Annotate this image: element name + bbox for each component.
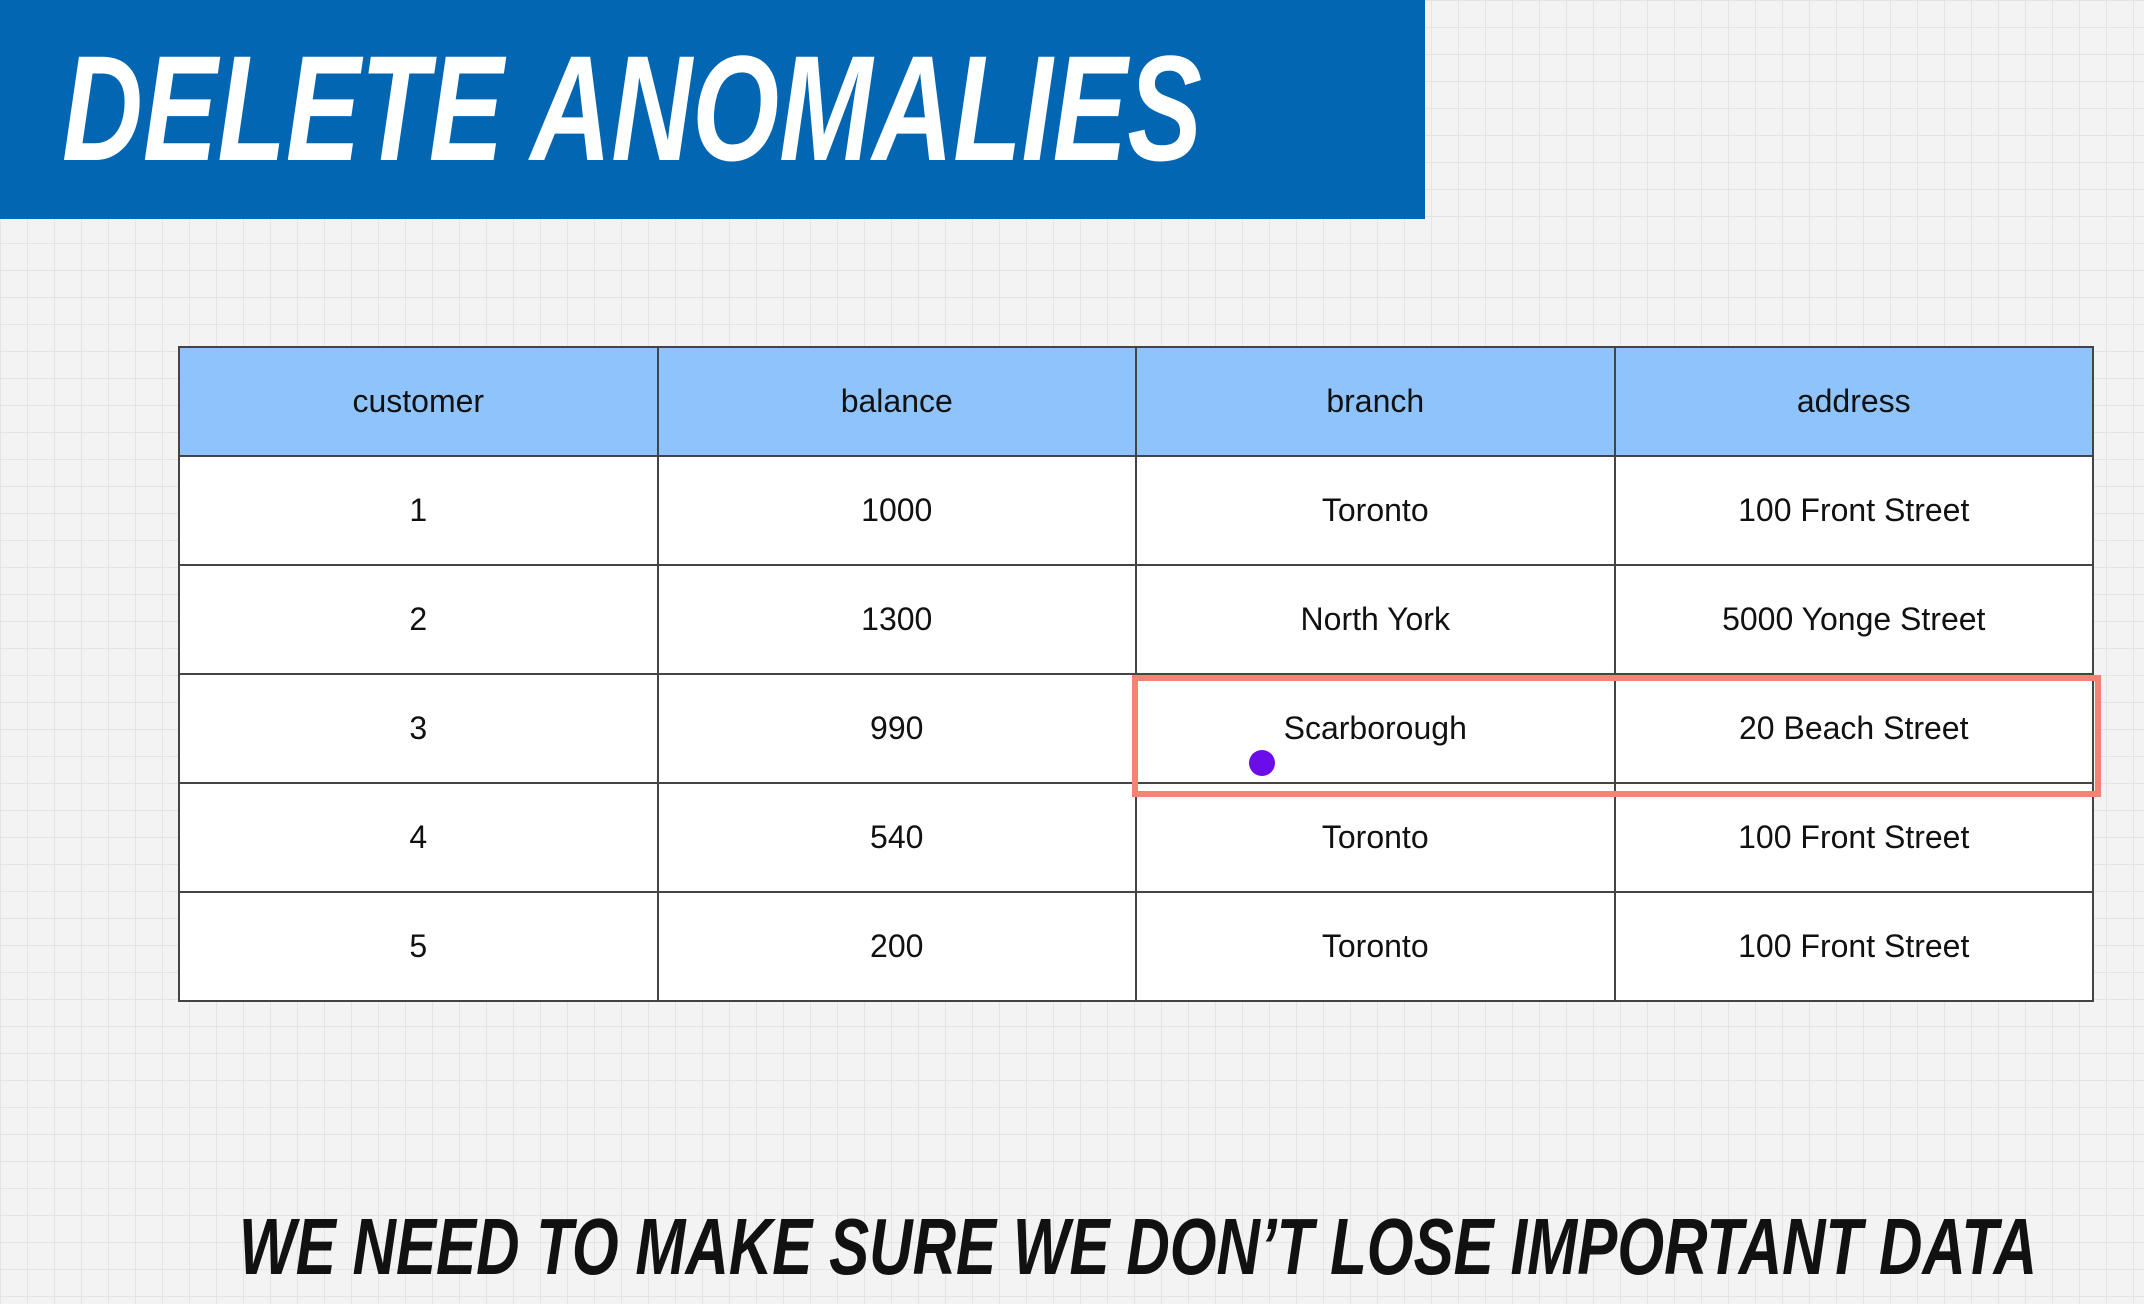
- title-banner: [0, 0, 1425, 219]
- table-row: 3 990 Scarborough 20 Beach Street: [178, 673, 2094, 784]
- table-row: 4 540 Toronto 100 Front Street: [178, 782, 2094, 893]
- header-row: customer balance branch address: [178, 346, 2094, 457]
- table-cell: Toronto: [1135, 891, 1616, 1002]
- table-cell: 1: [178, 455, 659, 566]
- table-row: 2 1300 North York 5000 Yonge Street: [178, 564, 2094, 675]
- slide-title: DELETE ANOMALIES: [62, 24, 1202, 192]
- footer-area: WE NEED TO MAKE SURE WE DON’T LOSE IMPOR…: [239, 1202, 2037, 1290]
- table-cell: 540: [656, 782, 1137, 893]
- title-area: DELETE ANOMALIES: [62, 24, 1202, 192]
- table-cell: Scarborough: [1135, 673, 1616, 784]
- table-cell: 3: [178, 673, 659, 784]
- footer-text: WE NEED TO MAKE SURE WE DON’T LOSE IMPOR…: [239, 1202, 2037, 1290]
- column-header: branch: [1135, 346, 1616, 457]
- table-cell: 1000: [656, 455, 1137, 566]
- table-cell: 100 Front Street: [1613, 455, 2094, 566]
- column-header: address: [1613, 346, 2094, 457]
- table-cell: North York: [1135, 564, 1616, 675]
- table-cell: 5000 Yonge Street: [1613, 564, 2094, 675]
- table-cell: 990: [656, 673, 1137, 784]
- table-cell: 200: [656, 891, 1137, 1002]
- table-cell: 100 Front Street: [1613, 891, 2094, 1002]
- data-table: customer balance branch address 1 1000 Toront…: [178, 346, 2094, 1002]
- table-body: 1 1000 Toronto 100 Front Street 2 1300 North Y…: [178, 455, 2094, 1002]
- table-row: 1 1000 Toronto 100 Front Street: [178, 455, 2094, 566]
- table-cell: 100 Front Street: [1613, 782, 2094, 893]
- table-cell: 5: [178, 891, 659, 1002]
- table-row: 5 200 Toronto 100 Front Street: [178, 891, 2094, 1002]
- column-header: customer: [178, 346, 659, 457]
- table-cell: Toronto: [1135, 455, 1616, 566]
- cursor-dot: [1249, 750, 1275, 776]
- table-cell: 4: [178, 782, 659, 893]
- table-cell: Toronto: [1135, 782, 1616, 893]
- table-cell: 1300: [656, 564, 1137, 675]
- column-header: balance: [656, 346, 1137, 457]
- highlight-box: [1132, 675, 2101, 797]
- table-cell: 20 Beach Street: [1613, 673, 2094, 784]
- table-cell: 2: [178, 564, 659, 675]
